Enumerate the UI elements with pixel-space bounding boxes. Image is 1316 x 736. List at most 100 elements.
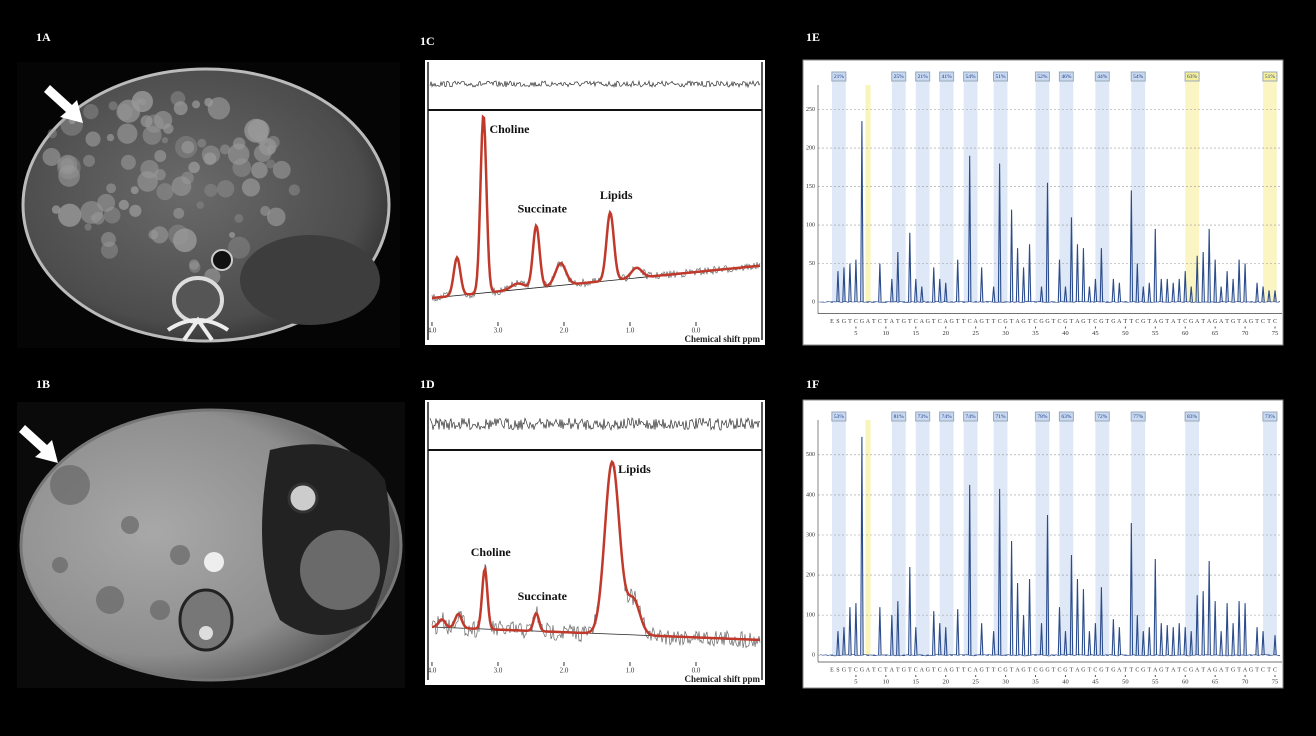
- dispensation: G: [1159, 319, 1164, 325]
- dispensation: T: [1177, 319, 1181, 325]
- lesion: [119, 200, 129, 210]
- x-tick-label: 40: [1062, 678, 1069, 685]
- y-tick-label: 200: [806, 572, 815, 578]
- cpg-shading: [832, 416, 846, 655]
- cpg-percent: 21%: [834, 74, 845, 80]
- dispensation: A: [973, 667, 978, 673]
- dispensation: T: [1028, 667, 1032, 673]
- cpg-percent: 51%: [995, 74, 1006, 80]
- dispensation: T: [1052, 667, 1056, 673]
- dispensation: C: [1261, 667, 1265, 673]
- control-stripe: [866, 85, 871, 302]
- dispensation: A: [1219, 319, 1224, 325]
- dispensation: A: [1207, 667, 1212, 673]
- dispensation: T: [848, 667, 852, 673]
- dispensation: C: [1057, 319, 1061, 325]
- y-tick-label: 150: [806, 184, 815, 190]
- dispensation: G: [1099, 667, 1104, 673]
- lesion: [229, 232, 235, 238]
- spectrum-panel: [425, 400, 765, 685]
- lesion: [220, 144, 230, 154]
- dispensation: T: [1010, 319, 1014, 325]
- lesion: [90, 215, 96, 221]
- x-tick-label: 1.0: [626, 667, 635, 675]
- dispensation: G: [1081, 667, 1086, 673]
- dispensation: T: [872, 667, 876, 673]
- cpg-percent: 71%: [995, 414, 1006, 420]
- dispensation: G: [979, 319, 984, 325]
- cpg-percent: 74%: [942, 414, 953, 420]
- dispensation: G: [1159, 667, 1164, 673]
- lesion: [129, 205, 141, 217]
- cpg-percent: 73%: [918, 414, 929, 420]
- x-tick-label: 15: [913, 330, 920, 337]
- x-tick-label: 50: [1122, 678, 1129, 685]
- x-tick-label: 5: [854, 678, 857, 685]
- dispensation: T: [1255, 667, 1259, 673]
- dispensation: G: [1021, 667, 1026, 673]
- dispensation: C: [1093, 667, 1097, 673]
- lesion: [83, 104, 98, 119]
- canal: [199, 626, 213, 640]
- dispensation: T: [1070, 667, 1074, 673]
- dispensation: G: [1045, 319, 1050, 325]
- dispensation: G: [1231, 319, 1236, 325]
- dispensation: C: [938, 667, 942, 673]
- vertebra: [174, 278, 222, 322]
- cpg-percent: 77%: [1133, 414, 1144, 420]
- x-tick-label: 70: [1242, 330, 1249, 337]
- cpg-percent: 52%: [1037, 74, 1048, 80]
- panel-label: 1E: [806, 30, 820, 44]
- dispensation: T: [962, 667, 966, 673]
- dispensation: T: [992, 667, 996, 673]
- dispensation: A: [890, 667, 895, 673]
- dispensation: T: [962, 319, 966, 325]
- cpg-percent: 21%: [918, 74, 929, 80]
- dispensation: C: [914, 667, 918, 673]
- x-tick-label: 45: [1092, 330, 1099, 337]
- dispensation: T: [908, 319, 912, 325]
- x-tick-label: 35: [1032, 330, 1039, 337]
- dispensation: G: [842, 319, 847, 325]
- dispensation: T: [1201, 319, 1205, 325]
- dispensation: C: [1057, 667, 1061, 673]
- y-tick-label: 200: [806, 145, 815, 151]
- y-tick-label: 0: [812, 299, 815, 305]
- lesion: [143, 126, 162, 145]
- cpg-percent: 41%: [942, 74, 953, 80]
- dispensation: T: [1147, 319, 1151, 325]
- x-tick-label: 10: [883, 330, 890, 337]
- dispensation: T: [1106, 667, 1110, 673]
- stomach-wall: [300, 530, 380, 610]
- dispensation: A: [866, 667, 871, 673]
- dispensation: T: [1052, 319, 1056, 325]
- lesion: [131, 186, 139, 194]
- dispensation: T: [992, 319, 996, 325]
- dispensation: A: [1153, 319, 1158, 325]
- bowel: [289, 484, 317, 512]
- dispensation: G: [1231, 667, 1236, 673]
- dispensation: T: [1177, 667, 1181, 673]
- dispensation: G: [1003, 319, 1008, 325]
- page: 1A1B1C4.03.02.01.00.0Chemical shift ppmC…: [0, 0, 1316, 736]
- dispensation: C: [1183, 319, 1187, 325]
- dispensation: G: [1249, 667, 1254, 673]
- y-tick-label: 100: [806, 222, 815, 228]
- dispensation: C: [1261, 319, 1265, 325]
- dispensation: A: [920, 667, 925, 673]
- lesion: [192, 100, 200, 108]
- dispensation: G: [1039, 319, 1044, 325]
- lesion: [163, 123, 173, 133]
- dispensation: G: [1021, 319, 1026, 325]
- dispensation: G: [950, 667, 955, 673]
- dispensation: C: [968, 667, 972, 673]
- lesion: [217, 180, 234, 197]
- lesion: [174, 101, 188, 115]
- lesion: [273, 161, 291, 179]
- cpg-percent: 74%: [966, 414, 977, 420]
- cpg-shading: [1263, 81, 1277, 302]
- dispensation: A: [1075, 667, 1080, 673]
- dispensation: G: [1111, 667, 1116, 673]
- lesion: [43, 148, 61, 166]
- x-tick-label: 1.0: [626, 327, 635, 335]
